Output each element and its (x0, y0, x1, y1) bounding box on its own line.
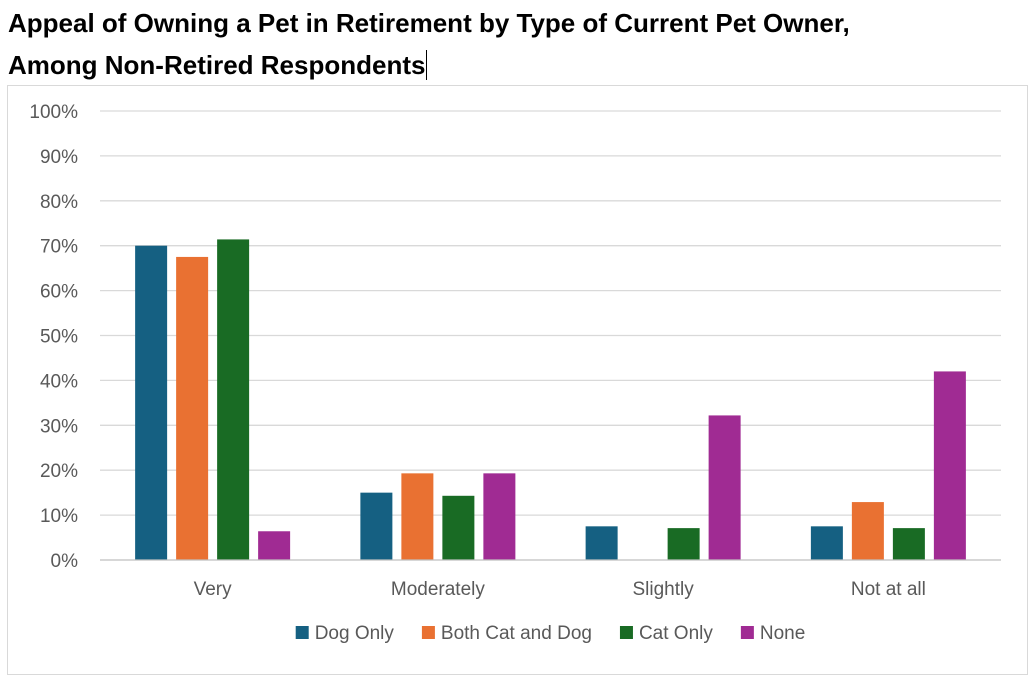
bar-chart: 0% 10% 20% 30% 40% 50% 60% 70% 80% 90% 100% Very Mo… (29, 102, 1001, 644)
x-tick-label: Slightly (633, 579, 695, 600)
bar (585, 526, 618, 560)
y-tick-label: 80% (40, 192, 78, 213)
legend-label: None (760, 623, 805, 644)
y-tick-label: 0% (51, 551, 79, 572)
chart-title-line-2: Among Non-Retired Respondents (8, 44, 1018, 86)
bar (176, 256, 209, 560)
x-tick-label: Moderately (391, 579, 485, 600)
x-tick-label: Not at all (851, 579, 926, 600)
y-tick-label: 20% (40, 461, 78, 482)
y-tick-label: 100% (29, 102, 78, 123)
bar (810, 526, 843, 560)
legend-label: Dog Only (315, 623, 395, 644)
legend-swatch (421, 626, 435, 639)
bar (401, 473, 434, 560)
legend-item: Cat Only (619, 623, 713, 644)
legend-item: Both Cat and Dog (421, 623, 592, 644)
legend-label: Both Cat and Dog (441, 623, 592, 644)
chart-title-line-2-text: Among Non-Retired Respondents (8, 50, 426, 80)
y-tick-label: 40% (40, 371, 78, 392)
bar (933, 371, 966, 560)
legend-item: None (740, 623, 805, 644)
bar (442, 495, 475, 560)
legend-item: Dog Only (295, 623, 395, 644)
text-cursor (426, 50, 428, 80)
bars (135, 239, 966, 560)
chart-area: 0% 10% 20% 30% 40% 50% 60% 70% 80% 90% 100% Very Mo… (7, 85, 1028, 675)
chart-title: Appeal of Owning a Pet in Retirement by … (8, 2, 1018, 86)
y-tick-label: 90% (40, 147, 78, 168)
y-tick-label: 70% (40, 237, 78, 258)
y-tick-label: 60% (40, 282, 78, 303)
chart-title-line-1: Appeal of Owning a Pet in Retirement by … (8, 8, 850, 38)
y-tick-label: 50% (40, 327, 78, 348)
y-axis-tick-labels: 0% 10% 20% 30% 40% 50% 60% 70% 80% 90% 100% (29, 102, 78, 572)
x-axis-category-labels: Very Moderately Slightly Not at all (194, 579, 926, 600)
bar (135, 245, 168, 560)
legend-swatch (295, 626, 309, 639)
legend: Dog Only Both Cat and Dog Cat Only None (295, 623, 805, 644)
bar (708, 415, 741, 560)
legend-swatch (740, 626, 754, 639)
y-tick-label: 30% (40, 416, 78, 437)
bar (217, 239, 250, 560)
legend-label: Cat Only (639, 623, 713, 644)
bar (483, 473, 516, 560)
bar (258, 531, 291, 560)
gridlines (100, 110, 1001, 516)
bar (851, 502, 884, 560)
y-tick-label: 10% (40, 506, 78, 527)
legend-swatch (619, 626, 633, 639)
x-tick-label: Very (194, 579, 233, 600)
bar (667, 528, 700, 560)
bar (360, 492, 393, 560)
bar (892, 528, 925, 560)
